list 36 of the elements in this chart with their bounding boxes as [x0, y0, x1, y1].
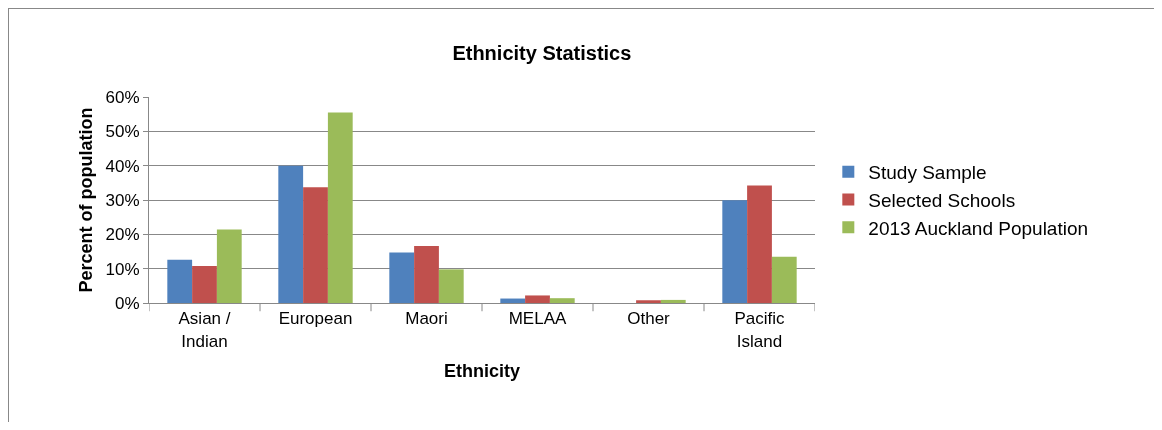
x-tick-label: Asian / Indian	[178, 309, 231, 351]
bar	[549, 298, 575, 303]
bar	[500, 298, 526, 303]
bar	[303, 187, 328, 303]
y-tick-label: 40%	[105, 156, 140, 176]
bar	[636, 300, 661, 303]
x-axis-title: Ethnicity	[443, 360, 521, 381]
bar	[438, 269, 464, 303]
legend-label: 2013 Auckland Population	[868, 217, 1089, 239]
bar	[771, 256, 797, 303]
bar	[747, 185, 772, 303]
bar	[216, 229, 242, 303]
x-tick-label: Other	[627, 309, 671, 329]
y-tick-label: 30%	[105, 190, 140, 210]
y-tick-label: 20%	[105, 225, 140, 245]
chart-title: Ethnicity Statistics	[452, 42, 632, 65]
legend-label: Selected Schools	[868, 189, 1016, 211]
bar	[414, 246, 439, 303]
x-tick-label: MELAA	[508, 309, 567, 329]
bar	[389, 252, 415, 303]
bar	[278, 165, 304, 303]
bar	[327, 112, 353, 303]
x-tick-label: Pacific Island	[734, 309, 786, 351]
y-tick-label: 60%	[105, 87, 140, 107]
bar	[167, 259, 193, 303]
y-tick-label: 50%	[105, 122, 140, 142]
bar	[192, 265, 217, 303]
y-tick-label: 10%	[105, 259, 140, 279]
y-axis-title: Percent of population	[75, 107, 96, 293]
x-tick-label: European	[278, 309, 353, 329]
y-tick-label: 0%	[115, 293, 140, 313]
bar	[660, 299, 686, 303]
bar	[525, 295, 550, 303]
x-tick-label: Maori	[405, 309, 448, 329]
bar	[722, 200, 748, 303]
legend-label: Study Sample	[868, 162, 987, 184]
